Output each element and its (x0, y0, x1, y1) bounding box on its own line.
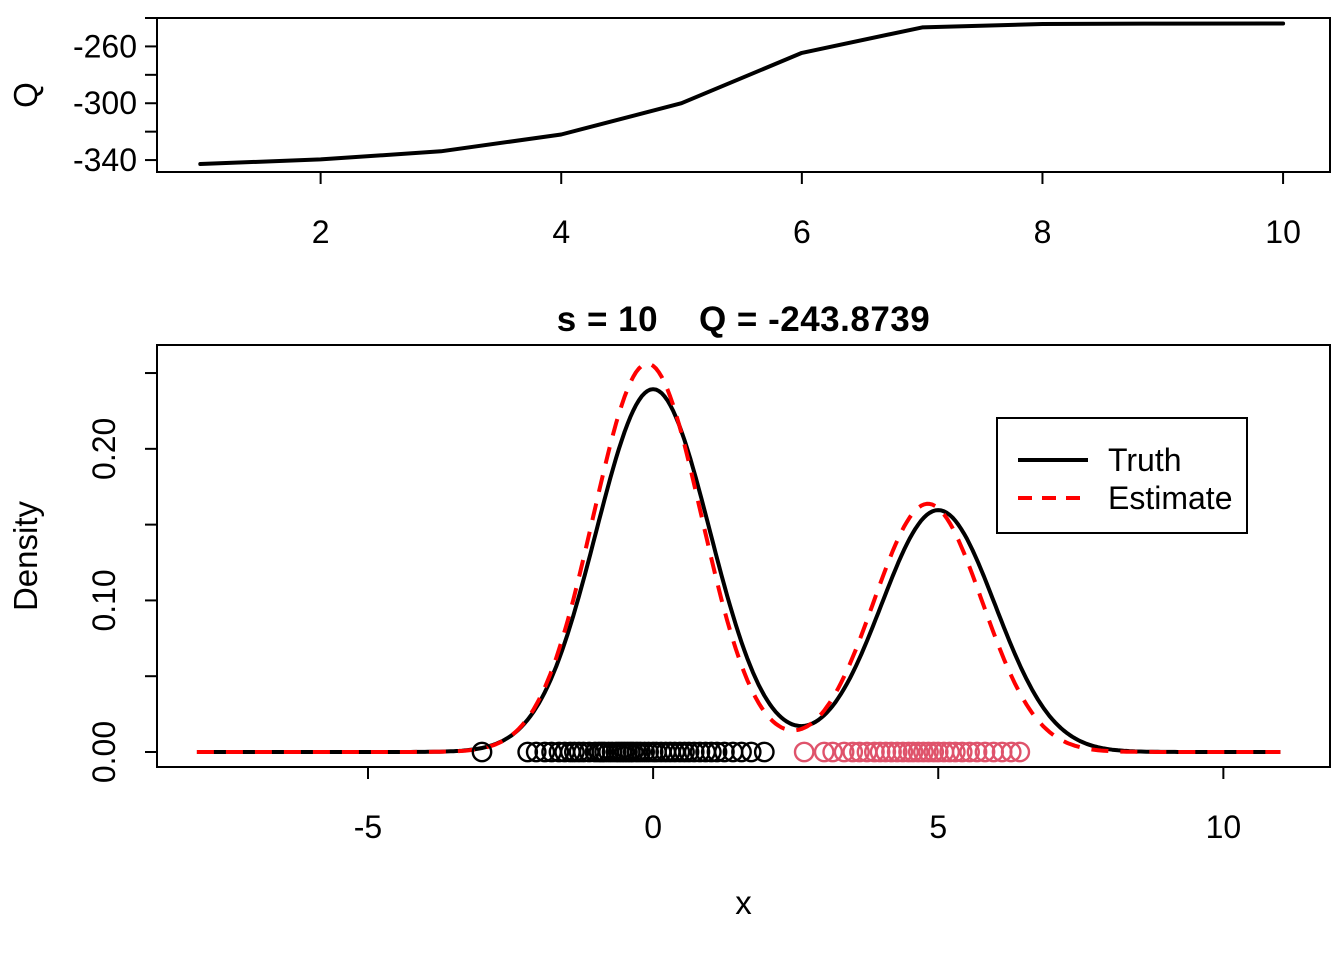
q-trace-panel: 2 4 6 8 10 -340 -300 -260 (73, 17, 1331, 250)
data-point-circle (886, 741, 908, 763)
legend-box (996, 417, 1248, 534)
data-point-circle (939, 741, 960, 763)
data-point-circle (849, 741, 870, 763)
plot-border (156, 344, 1331, 768)
x-tick-label: 5 (929, 809, 947, 845)
data-point-circle (548, 741, 570, 763)
data-point-circle (1000, 741, 1022, 763)
x-tick-label: 8 (1034, 214, 1052, 250)
legend-label: Truth (1108, 442, 1182, 478)
y-tick-label: 0.20 (86, 418, 122, 480)
data-point-circle (869, 741, 891, 763)
y-tick-label: -340 (73, 142, 137, 178)
q-trace-line (198, 21, 1286, 166)
data-point-circle (706, 741, 728, 763)
y-tick-label: 0.10 (86, 569, 122, 631)
data-point-circle (689, 741, 711, 763)
data-point-circle (959, 741, 980, 763)
cluster1-points (471, 741, 775, 763)
data-point-circle (864, 741, 885, 763)
plot-border (156, 17, 1331, 173)
data-point-circle (907, 741, 929, 763)
y-tick-label: 0.00 (86, 721, 122, 783)
data-point-circle (974, 741, 996, 763)
x-tick-label: 2 (312, 214, 330, 250)
data-point-circle (525, 741, 547, 763)
data-point-circle (951, 741, 973, 763)
q-axis-label: Q (7, 82, 44, 108)
data-point-circle (944, 741, 966, 763)
data-point-circle (700, 741, 722, 763)
data-point-circle (471, 741, 493, 763)
data-point-circle (517, 741, 539, 763)
data-point-circle (913, 741, 934, 763)
data-point-circle (833, 741, 855, 763)
data-point-circle (753, 741, 775, 763)
data-point-circle (842, 741, 864, 763)
y-tick-label: -300 (73, 85, 137, 121)
x-tick-label: -5 (354, 809, 382, 845)
estimate-curve (196, 361, 1281, 754)
data-point-circle (813, 741, 835, 763)
data-point-circle (822, 741, 844, 763)
data-point-circle (683, 741, 705, 763)
data-point-circle (881, 741, 902, 763)
data-point-circle (892, 741, 914, 763)
data-point-circle (534, 741, 556, 763)
x-tick-label: 0 (644, 809, 662, 845)
x-tick-label: 10 (1206, 809, 1242, 845)
density-axis-label: Density (7, 500, 44, 612)
plot-title: s = 10 Q = -243.8739 (556, 300, 931, 339)
data-point-circle (927, 741, 949, 763)
data-point-circle (731, 741, 752, 763)
data-point-circle (793, 741, 815, 763)
data-point-circle (740, 741, 762, 763)
cluster2-points (793, 741, 1031, 763)
x-tick-label: 10 (1265, 214, 1301, 250)
x-tick-label: 4 (552, 214, 570, 250)
data-point-circle (918, 741, 939, 763)
y-tick-label: -260 (73, 28, 137, 64)
data-point-circle (966, 741, 988, 763)
data-point-circle (714, 741, 735, 763)
x-axis-label: x (735, 884, 752, 921)
data-point-circle (875, 741, 897, 763)
x-tick-label: 6 (793, 214, 811, 250)
legend-label: Estimate (1108, 480, 1232, 516)
data-point-circle (902, 741, 924, 763)
data-point-circle (678, 741, 700, 763)
data-point-circle (1009, 741, 1031, 763)
